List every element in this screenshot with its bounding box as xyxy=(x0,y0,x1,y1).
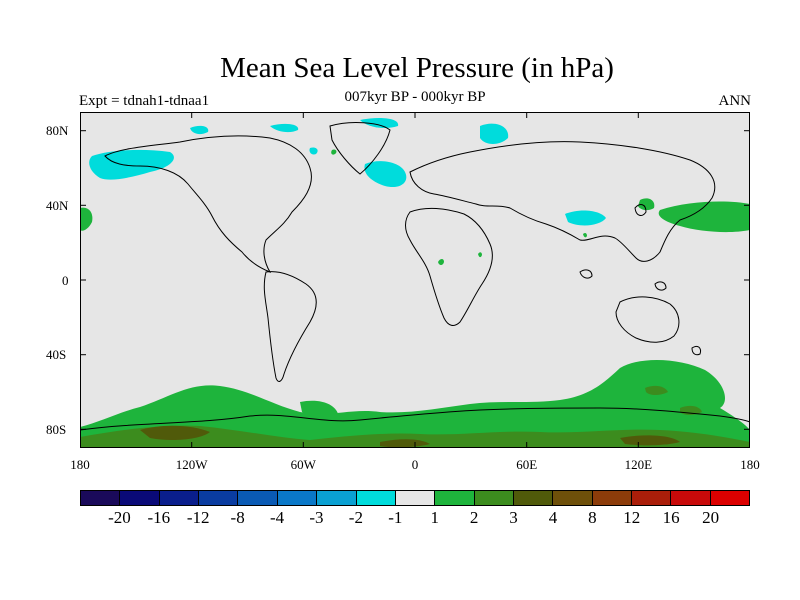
colorbar-box xyxy=(632,491,672,505)
colorbar-box xyxy=(474,491,514,505)
colorbar xyxy=(80,490,750,506)
colorbar-label: -1 xyxy=(388,508,403,527)
colorbar-box xyxy=(317,491,357,505)
lat-tick-label: 80N xyxy=(46,123,69,138)
coastlines xyxy=(80,122,750,431)
colorbar-label: 1 xyxy=(430,508,439,527)
chart-subtitle: 007kyr BP - 000kyr BP xyxy=(344,89,486,105)
map-canvas xyxy=(80,112,750,448)
colorbar-box xyxy=(199,491,239,505)
colorbar-box xyxy=(356,491,396,505)
experiment-label: Expt = tdnah1-tdnaa1 xyxy=(79,93,210,109)
colorbar-box xyxy=(435,491,475,505)
colorbar-label: 20 xyxy=(702,508,720,527)
lon-tick-label: 120E xyxy=(624,457,653,472)
lat-tick-label: 0 xyxy=(62,273,69,288)
lon-tick-label: 60E xyxy=(516,457,538,472)
season-label: ANN xyxy=(718,93,752,109)
colorbar-box xyxy=(120,491,160,505)
colorbar-box xyxy=(553,491,593,505)
colorbar-box xyxy=(81,491,121,505)
lat-tick-label: 40N xyxy=(46,198,69,213)
colorbar-label: -8 xyxy=(230,508,245,527)
colorbar-label: 4 xyxy=(548,508,558,527)
colorbar-label: -20 xyxy=(108,508,131,527)
colorbar-label: -4 xyxy=(269,508,285,527)
lon-tick-label: 120W xyxy=(175,457,208,472)
colorbar-box xyxy=(159,491,200,505)
colorbar-box xyxy=(710,491,750,505)
lat-tick-label: 40S xyxy=(46,347,67,362)
colorbar-box xyxy=(238,491,278,505)
tick-marks xyxy=(80,112,750,448)
colorbar-label: 2 xyxy=(469,508,479,527)
colorbar-label: 16 xyxy=(662,508,680,527)
lon-tick-label: 60W xyxy=(290,457,316,472)
map-panel xyxy=(80,112,750,448)
colorbar-label: 8 xyxy=(588,508,597,527)
anomaly-fields xyxy=(80,118,750,448)
colorbar-box xyxy=(592,491,633,505)
lon-tick-label: 0 xyxy=(411,457,419,472)
colorbar-label: -2 xyxy=(348,508,363,527)
colorbar-box xyxy=(277,491,318,505)
colorbar-label: -3 xyxy=(309,508,324,527)
colorbar-label: 3 xyxy=(509,508,518,527)
colorbar-label: -16 xyxy=(147,508,171,527)
chart-title: Mean Sea Level Pressure (in hPa) xyxy=(220,52,614,84)
lon-tick-label: 180 xyxy=(740,457,760,472)
colorbar-box xyxy=(395,491,436,505)
lon-tick-label: 180 xyxy=(70,457,90,472)
colorbar-box xyxy=(513,491,554,505)
colorbar-box xyxy=(671,491,711,505)
lat-tick-label: 80S xyxy=(46,422,67,437)
colorbar-label: 12 xyxy=(623,508,641,527)
colorbar-label: -12 xyxy=(186,508,210,527)
